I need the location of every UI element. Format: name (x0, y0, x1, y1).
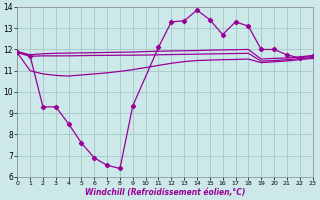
X-axis label: Windchill (Refroidissement éolien,°C): Windchill (Refroidissement éolien,°C) (85, 188, 245, 197)
